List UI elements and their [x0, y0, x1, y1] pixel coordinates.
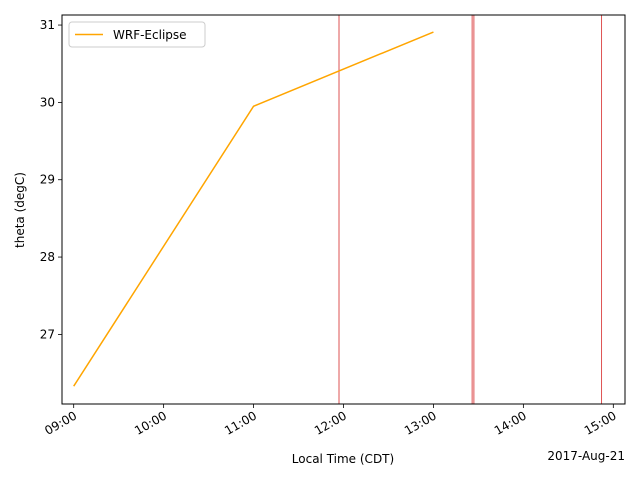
x-axis-label: Local Time (CDT) [292, 452, 394, 466]
x-tick-label: 13:00 [402, 408, 439, 437]
vertical-event-lines [338, 15, 603, 404]
y-axis-label: theta (degC) [13, 172, 27, 248]
y-tick-label: 27 [40, 327, 55, 341]
series-layer [73, 31, 434, 387]
plot-frame [61, 14, 626, 405]
legend-box [68, 21, 206, 48]
y-tick-label: 30 [40, 95, 55, 109]
y-tick-label: 28 [40, 250, 55, 264]
series-line-wrf-eclipse [73, 31, 434, 387]
x-tick-label: 15:00 [582, 408, 619, 437]
x-tick-label: 11:00 [222, 408, 259, 437]
legend: WRF-Eclipse [68, 21, 206, 48]
x-tick-label: 10:00 [132, 408, 169, 437]
y-axis-ticks: 27 28 29 30 31 [40, 18, 62, 341]
x-axis-ticks: 09:00 10:00 11:00 12:00 13:00 14:00 15:00 [42, 404, 619, 438]
legend-label: WRF-Eclipse [113, 28, 187, 42]
date-label: 2017-Aug-21 [547, 449, 625, 463]
y-tick-label: 29 [40, 173, 55, 187]
y-tick-label: 31 [40, 18, 55, 32]
x-tick-label: 12:00 [312, 408, 349, 437]
x-tick-label: 09:00 [42, 408, 79, 437]
x-tick-label: 14:00 [492, 408, 529, 437]
